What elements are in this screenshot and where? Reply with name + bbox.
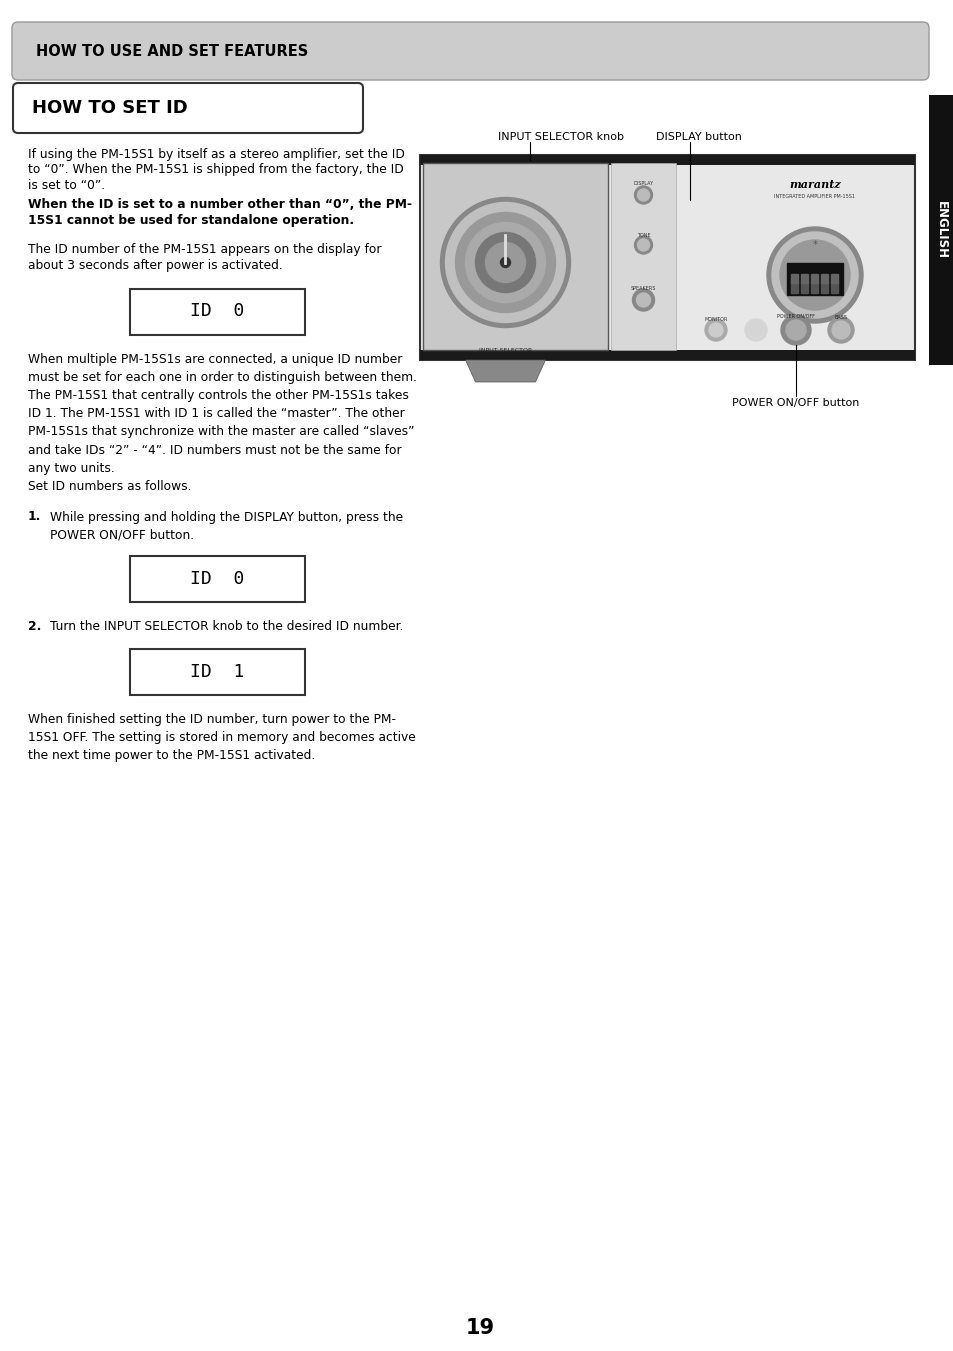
Text: If using the PM-15S1 by itself as a stereo amplifier, set the ID: If using the PM-15S1 by itself as a ster… [28,149,404,161]
Circle shape [708,323,722,336]
Text: When finished setting the ID number, turn power to the PM-
15S1 OFF. The setting: When finished setting the ID number, tur… [28,713,416,762]
Circle shape [785,320,805,340]
Circle shape [465,223,545,303]
Circle shape [780,240,849,309]
Bar [801,281,807,293]
Circle shape [500,258,510,267]
Text: HOW TO USE AND SET FEATURES: HOW TO USE AND SET FEATURES [36,43,308,58]
Text: POWER ON/OFF: POWER ON/OFF [777,313,814,317]
Circle shape [831,322,849,339]
Bar [130,555,305,601]
Bar [786,263,842,295]
Circle shape [632,289,654,311]
Bar [810,274,817,282]
Bar [130,289,305,335]
Circle shape [634,186,652,204]
Text: Turn the INPUT SELECTOR knob to the desired ID number.: Turn the INPUT SELECTOR knob to the desi… [50,620,403,632]
Circle shape [637,189,649,201]
FancyBboxPatch shape [13,82,363,132]
Circle shape [634,236,652,254]
Circle shape [781,315,810,345]
Circle shape [440,197,570,327]
Circle shape [637,239,649,251]
Circle shape [766,227,862,323]
Bar [130,648,305,694]
Text: HOW TO SET ID: HOW TO SET ID [32,99,188,118]
Circle shape [485,242,525,282]
Text: 1.: 1. [28,511,41,523]
Text: 15S1 cannot be used for standalone operation.: 15S1 cannot be used for standalone opera… [28,213,354,227]
Ellipse shape [744,319,766,340]
Polygon shape [465,359,545,382]
Text: *: * [812,240,817,250]
Text: DISPLAY: DISPLAY [633,181,653,186]
Text: ID  1: ID 1 [190,663,244,681]
Text: 19: 19 [465,1319,494,1337]
Text: is set to “0”.: is set to “0”. [28,178,105,192]
Bar [790,274,797,282]
Circle shape [636,293,650,307]
Bar [810,281,817,293]
Text: BASS: BASS [834,315,846,320]
FancyBboxPatch shape [12,22,928,80]
Text: to “0”. When the PM-15S1 is shipped from the factory, the ID: to “0”. When the PM-15S1 is shipped from… [28,163,403,177]
Bar [821,281,827,293]
Text: While pressing and holding the DISPLAY button, press the
POWER ON/OFF button.: While pressing and holding the DISPLAY b… [50,511,403,542]
Text: SPEAKERS: SPEAKERS [630,286,656,290]
Bar [830,274,837,282]
Circle shape [704,319,726,340]
Circle shape [445,203,565,323]
Text: about 3 seconds after power is activated.: about 3 seconds after power is activated… [28,259,282,272]
Circle shape [475,232,535,293]
Bar [422,163,607,350]
Bar [419,155,914,165]
Text: When multiple PM-15S1s are connected, a unique ID number
must be set for each on: When multiple PM-15S1s are connected, a … [28,353,416,493]
Text: INTEGRATED AMPLIFIER PM-15S1: INTEGRATED AMPLIFIER PM-15S1 [774,195,855,200]
Circle shape [827,317,853,343]
Text: When the ID is set to a number other than “0”, the PM-: When the ID is set to a number other tha… [28,199,412,212]
Text: ID  0: ID 0 [190,303,244,320]
Text: INPUT SELECTOR knob: INPUT SELECTOR knob [497,132,623,142]
Bar [419,350,914,359]
Text: DISPLAY button: DISPLAY button [656,132,741,142]
Bar [610,163,676,350]
Text: ID  0: ID 0 [190,570,244,588]
Text: ENGLISH: ENGLISH [934,201,947,259]
Bar [928,95,953,365]
Text: INPUT SELECTOR: INPUT SELECTOR [478,349,532,353]
Circle shape [455,212,555,312]
Text: The ID number of the PM-15S1 appears on the display for: The ID number of the PM-15S1 appears on … [28,243,381,257]
Circle shape [771,232,857,317]
Bar [419,155,914,359]
Text: TONE: TONE [636,232,650,238]
Bar [821,274,827,282]
Bar [801,274,807,282]
Text: marantz: marantz [788,180,840,190]
Bar [830,281,837,293]
Bar [790,281,797,293]
Text: POWER ON/OFF button: POWER ON/OFF button [732,399,859,408]
Text: MONITOR: MONITOR [703,317,727,322]
Text: 2.: 2. [28,620,41,632]
